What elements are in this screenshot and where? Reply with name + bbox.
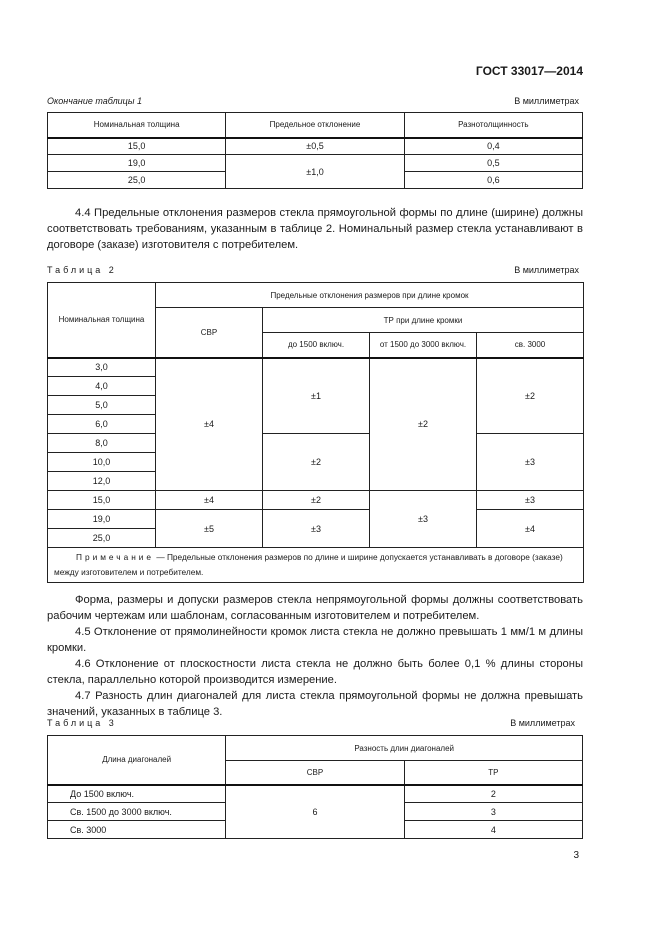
header-tr-col: св. 3000 xyxy=(476,332,584,359)
cell: 0,4 xyxy=(403,137,584,155)
cell: 19,0 xyxy=(47,509,156,529)
cell: 6 xyxy=(225,784,405,839)
table3-units: В миллиметрах xyxy=(510,718,575,728)
cell: 15,0 xyxy=(47,490,156,510)
table1-units: В миллиметрах xyxy=(514,96,579,106)
table-row: 19,0 ±1,0 0,5 xyxy=(46,154,584,189)
header-tr-col: от 1500 до 3000 включ. xyxy=(369,332,477,359)
cell: 10,0 xyxy=(47,452,156,472)
paragraph-4-5: 4.5 Отклонение от прямолинейности кромок… xyxy=(47,626,583,654)
header-tr-col: до 1500 включ. xyxy=(262,332,370,359)
cell: ±4 xyxy=(476,509,584,548)
header-main: Предельные отклонения размеров при длине… xyxy=(155,282,584,308)
cell: 25,0 xyxy=(47,528,156,548)
cell: ±3 xyxy=(369,490,477,548)
cell: ±3 xyxy=(476,433,584,491)
cell: 4 xyxy=(403,820,584,839)
table1-header: Номинальная толщина xyxy=(46,112,227,139)
header-thickness: Номинальная толщина xyxy=(47,282,156,359)
cell: ±0,5 xyxy=(225,137,405,155)
cell: Св. 3000 xyxy=(46,820,227,839)
table-row: 15,0 ±0,5 0,4 xyxy=(46,137,584,155)
header-length: Длина диагоналей xyxy=(46,735,227,786)
cell: 0,5 xyxy=(403,154,584,172)
cell: 5,0 xyxy=(47,395,156,415)
table-2: Номинальная толщина Предельные отклонени… xyxy=(47,282,584,583)
header-tr: ТР при длине кромки xyxy=(262,307,584,333)
paragraph-4-6: 4.6 Отклонение от плоскостности листа ст… xyxy=(47,658,583,686)
table3-caption: Таблица 3 xyxy=(47,718,117,728)
header-svr: СВР xyxy=(225,760,405,786)
header-svr: СВР xyxy=(155,307,263,359)
cell: 15,0 xyxy=(46,137,227,155)
cell: 2 xyxy=(403,784,584,803)
cell: 12,0 xyxy=(47,471,156,491)
note-text: — Предельные отклонения размеров по длин… xyxy=(54,552,563,577)
table-1: Номинальная толщина Предельное отклонени… xyxy=(46,112,584,189)
cell: 3 xyxy=(403,802,584,821)
cell: 0,6 xyxy=(403,171,584,189)
cell: ±3 xyxy=(262,509,370,548)
paragraph-4-7: 4.7 Разность длин диагоналей для листа с… xyxy=(47,690,583,718)
cell: 19,0 xyxy=(46,154,227,172)
cell: ±4 xyxy=(155,490,263,510)
table1-header: Предельное отклонение xyxy=(225,112,405,139)
cell: ±2 xyxy=(262,433,370,491)
cell: ±3 xyxy=(476,490,584,510)
cell: До 1500 включ. xyxy=(46,784,227,803)
table-3: Длина диагоналей Разность длин диагонале… xyxy=(46,735,584,839)
cell: 6,0 xyxy=(47,414,156,434)
cell: ±1 xyxy=(262,357,370,434)
cell: ±2 xyxy=(262,490,370,510)
cell: 3,0 xyxy=(47,357,156,377)
table2-caption: Таблица 2 xyxy=(47,265,117,275)
standard-number: ГОСТ 33017—2014 xyxy=(475,64,583,78)
cell: Св. 1500 до 3000 включ. xyxy=(46,802,227,821)
table2-units: В миллиметрах xyxy=(514,265,579,275)
header-tr: ТР xyxy=(403,760,584,786)
cell: ±5 xyxy=(155,509,263,548)
table2-note: Примечание — Предельные отклонения разме… xyxy=(47,547,584,583)
cell: ±2 xyxy=(369,357,477,491)
cell: ±1,0 xyxy=(225,154,405,189)
table1-caption: Окончание таблицы 1 xyxy=(47,96,142,106)
cell: ±2 xyxy=(476,357,584,434)
cell: 25,0 xyxy=(46,171,227,189)
table-row: 25,0 0,6 xyxy=(46,171,584,189)
cell: 8,0 xyxy=(47,433,156,453)
cell: ±4 xyxy=(155,357,263,491)
note-label: Примечание xyxy=(76,552,155,562)
header-main: Разность длин диагоналей xyxy=(225,735,583,761)
cell: 4,0 xyxy=(47,376,156,396)
paragraph-shape: Форма, размеры и допуски размеров стекла… xyxy=(47,594,583,622)
page-number: 3 xyxy=(573,850,579,861)
paragraph-4-4: 4.4 Предельные отклонения размеров стекл… xyxy=(47,207,583,251)
table1-header: Разнотолщинность xyxy=(403,112,584,139)
